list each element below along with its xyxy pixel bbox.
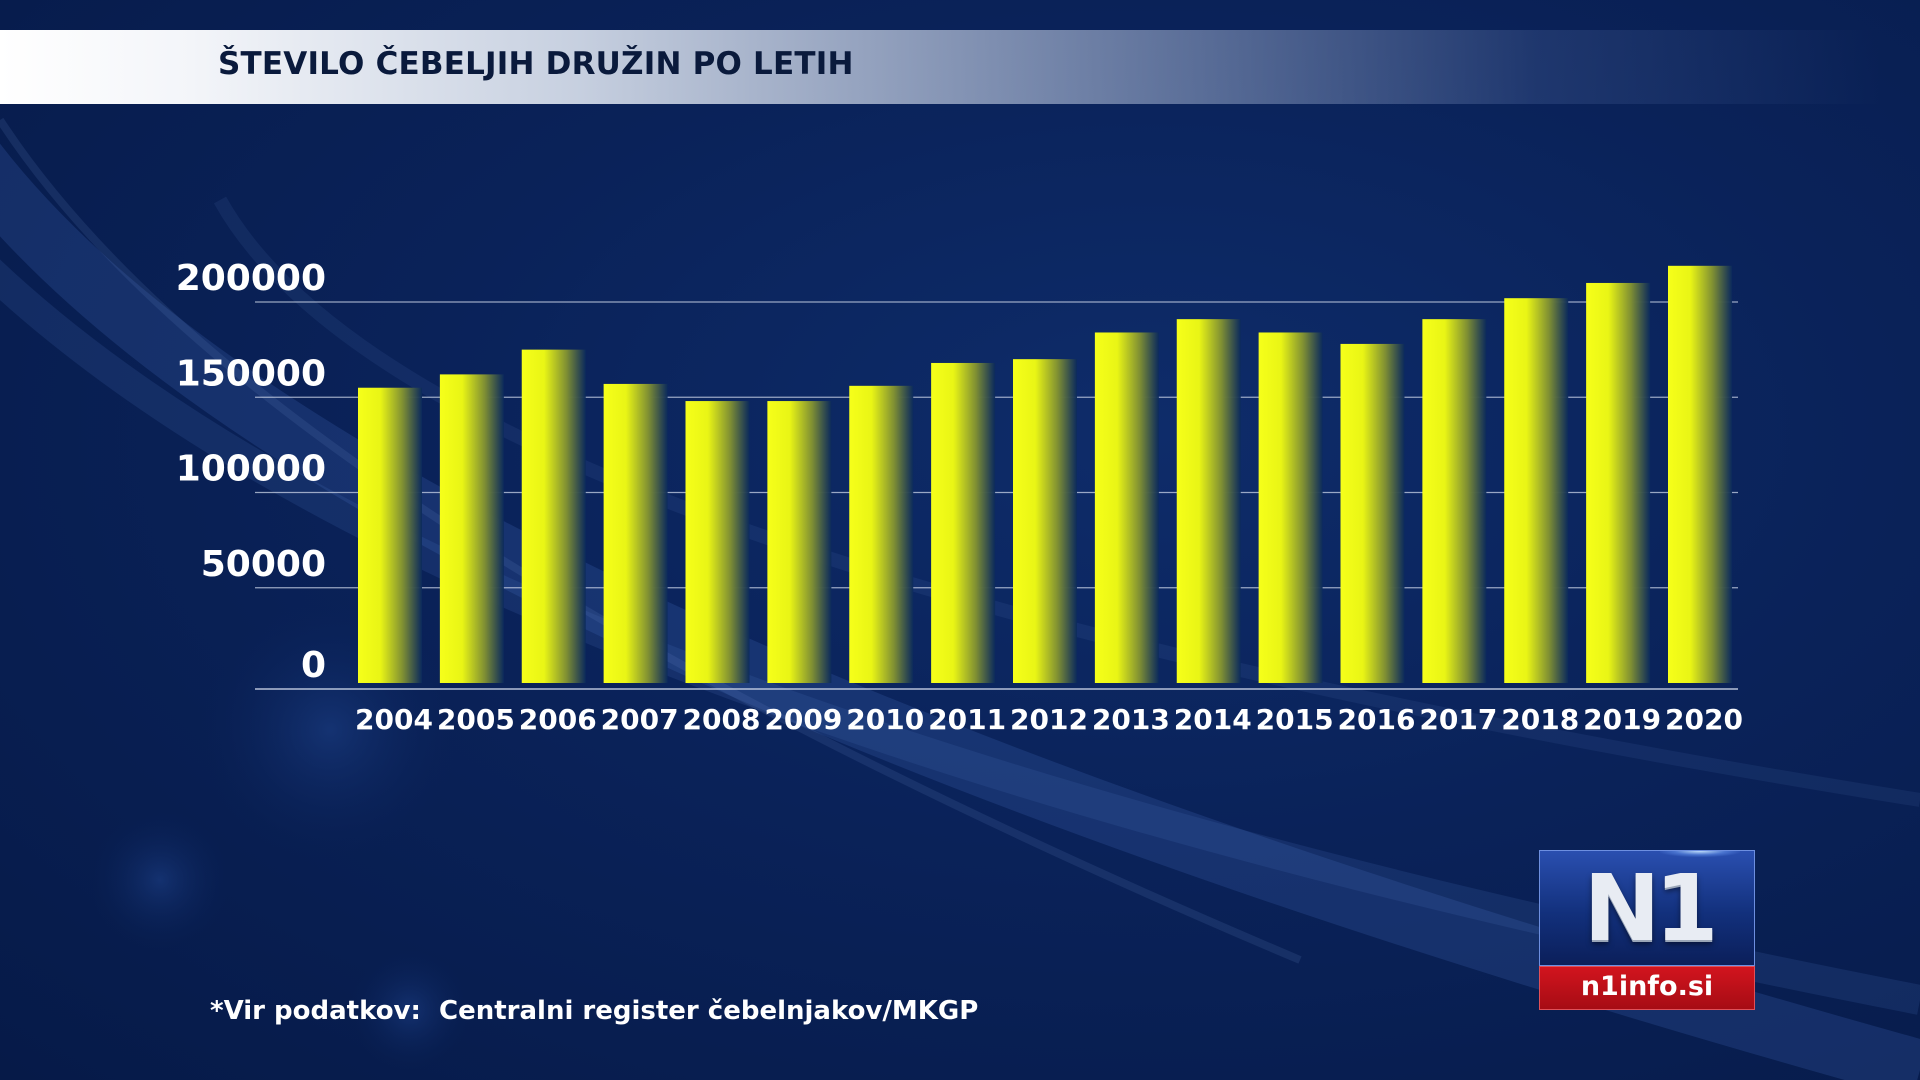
x-tick-label: 2017 — [1419, 703, 1497, 736]
y-tick-label: 150000 — [176, 353, 326, 394]
bar-2015 — [1258, 332, 1323, 683]
bar-2017 — [1422, 319, 1487, 683]
chart-title: ŠTEVILO ČEBELJIH DRUŽIN PO LETIH — [218, 46, 854, 82]
x-tick-label: 2015 — [1256, 703, 1334, 736]
y-tick-label: 0 — [301, 645, 326, 686]
bar-2004 — [358, 387, 422, 683]
source-note: *Vir podatkov: Centralni register čebeln… — [210, 996, 979, 1026]
x-tick-label: 2012 — [1010, 703, 1088, 736]
n1-logo: N1 n1info.si — [1539, 850, 1755, 1010]
x-tick-label: 2008 — [683, 703, 761, 736]
x-tick-label: 2010 — [846, 703, 924, 736]
x-tick-label: 2018 — [1501, 703, 1579, 736]
bar-2008 — [685, 401, 750, 683]
x-tick-label: 2006 — [519, 703, 597, 736]
bar-2012 — [1013, 359, 1077, 683]
logo-url: n1info.si — [1580, 971, 1714, 1002]
x-tick-label: 2013 — [1092, 703, 1170, 736]
x-tick-label: 2014 — [1174, 703, 1252, 736]
logo-mark: N1 — [1583, 855, 1718, 962]
bar-2005 — [439, 374, 504, 683]
bar-2016 — [1340, 343, 1405, 683]
logo-glow — [1660, 851, 1740, 857]
x-tick-label: 2011 — [928, 703, 1006, 736]
logo-mark-panel: N1 — [1539, 850, 1755, 966]
x-tick-label: 2016 — [1338, 703, 1416, 736]
y-tick-label: 100000 — [176, 449, 326, 490]
bar-2020 — [1668, 265, 1732, 683]
bar-2007 — [603, 383, 668, 683]
bar-2009 — [767, 401, 832, 683]
y-tick-label: 50000 — [201, 544, 326, 585]
x-tick-label: 2004 — [355, 703, 433, 736]
title-bar: ŠTEVILO ČEBELJIH DRUŽIN PO LETIH — [0, 30, 1920, 104]
x-tick-label: 2020 — [1665, 703, 1743, 736]
x-tick-label: 2005 — [437, 703, 515, 736]
x-tick-label: 2007 — [601, 703, 679, 736]
bar-2019 — [1586, 282, 1651, 683]
x-tick-label: 2009 — [764, 703, 842, 736]
bar-2014 — [1176, 319, 1241, 683]
bar-2018 — [1504, 298, 1569, 683]
bar-2011 — [931, 362, 996, 683]
x-tick-label: 2019 — [1583, 703, 1661, 736]
bar-2006 — [521, 349, 586, 683]
y-tick-label: 200000 — [176, 258, 326, 299]
bar-2010 — [849, 385, 914, 683]
bar-2013 — [1094, 332, 1159, 683]
logo-url-panel: n1info.si — [1539, 966, 1755, 1010]
